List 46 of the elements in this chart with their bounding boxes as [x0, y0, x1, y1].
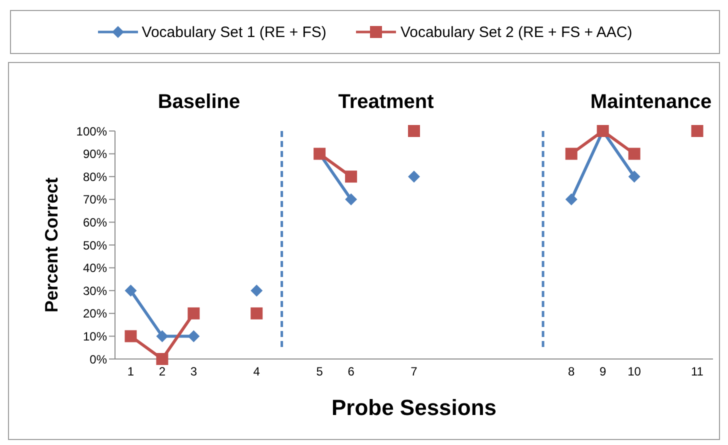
point	[345, 170, 358, 183]
point	[565, 148, 578, 160]
x-tick-label: 10	[628, 364, 642, 379]
x-tick-label: 3	[190, 364, 198, 379]
point	[124, 330, 137, 342]
x-tick-label: 2	[158, 364, 166, 379]
point	[628, 148, 640, 160]
y-tick-label: 10%	[82, 329, 108, 344]
point	[628, 170, 640, 183]
x-tick-label: 4	[253, 364, 260, 379]
text: Baseline	[156, 91, 242, 114]
point	[156, 353, 168, 365]
x-tick-label: 6	[348, 364, 355, 379]
y-tick-label: 70%	[82, 192, 108, 207]
x-tick-label: 5	[316, 364, 324, 379]
y-tick-label: 30%	[82, 284, 108, 298]
x-tick-label: 7	[410, 364, 418, 379]
y-tick-label: 80%	[82, 170, 108, 184]
x-axis-title: Probe Sessions	[331, 395, 497, 420]
point	[250, 284, 263, 297]
point	[345, 193, 358, 206]
point	[188, 307, 200, 320]
y-tick-label: 60%	[82, 215, 108, 230]
x-tick-label: 1	[127, 364, 134, 379]
x-tick-label: 8	[568, 364, 576, 379]
point	[156, 330, 168, 342]
point	[250, 307, 263, 320]
y-axis-title: Percent Correct	[41, 177, 62, 313]
y-tick-label: 50%	[82, 238, 108, 252]
y-tick-label: 0%	[90, 352, 108, 366]
y-tick-label: 90%	[82, 147, 108, 162]
point	[691, 125, 704, 137]
point	[565, 193, 578, 206]
point	[408, 125, 420, 137]
point	[124, 284, 137, 297]
point	[188, 330, 200, 342]
legend-label: Vocabulary Set 1 (RE + FS)	[142, 24, 326, 40]
text: Treatment	[337, 91, 435, 114]
point	[408, 170, 420, 183]
legend-label: Vocabulary Set 2 (RE + FS + AAC)	[400, 24, 632, 40]
x-tick-label: 11	[691, 364, 704, 379]
y-tick-label: 100%	[76, 124, 108, 138]
y-tick-label: 40%	[82, 261, 108, 276]
y-tick-label: 20%	[82, 306, 108, 321]
x-tick-label: 9	[600, 364, 606, 379]
text: Maintenance	[589, 91, 713, 114]
